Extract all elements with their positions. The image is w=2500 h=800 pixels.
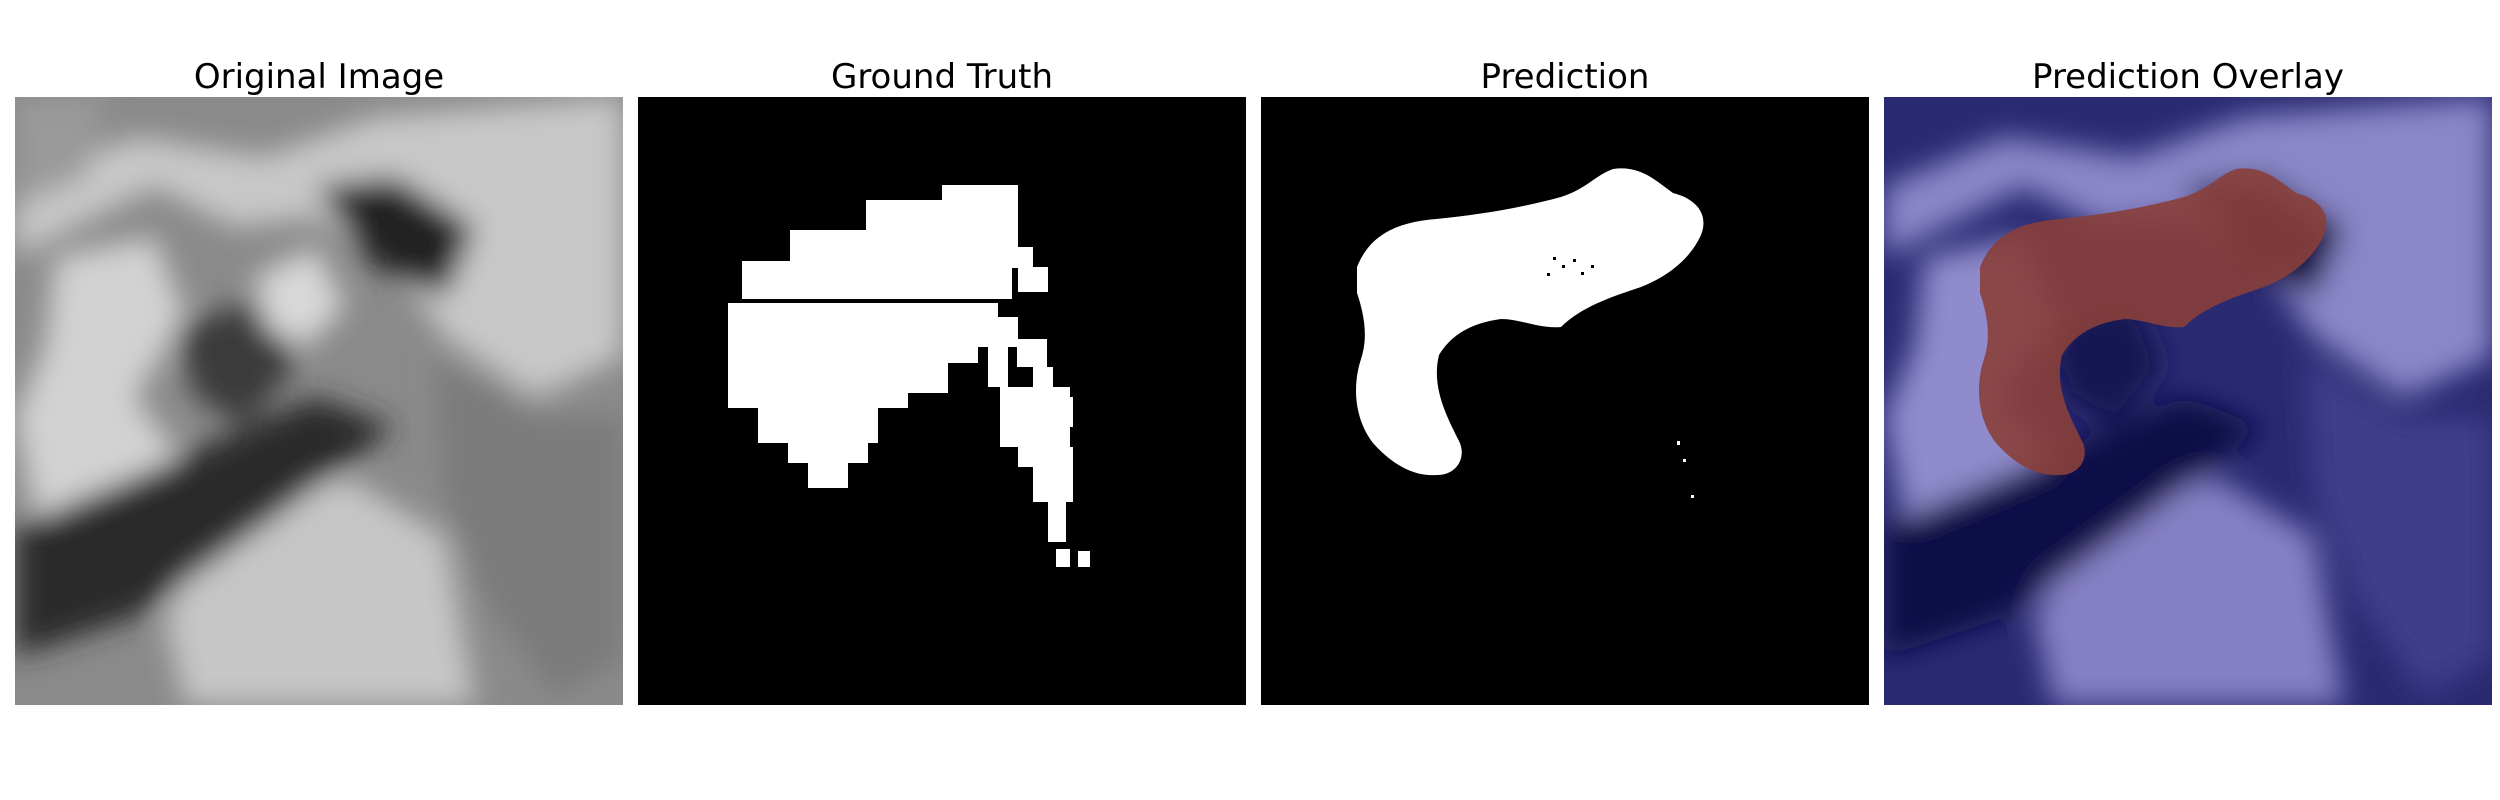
panel-original-image: Original Image [15,57,623,707]
panel-title-ground-truth: Ground Truth [830,57,1054,97]
panel-prediction: Prediction [1261,57,1869,707]
panel-title-prediction: Prediction [1480,57,1650,97]
panel-ground-truth: Ground Truth [638,57,1246,707]
prediction-overlay-image [1884,97,2492,705]
panel-title-prediction-overlay: Prediction Overlay [2032,57,2344,97]
prediction-mask [1261,97,1869,705]
original-mri-image [15,97,623,705]
ground-truth-mask [638,97,1246,705]
panel-title-original-image: Original Image [193,57,445,97]
panel-prediction-overlay: Prediction Overlay [1884,57,2492,707]
